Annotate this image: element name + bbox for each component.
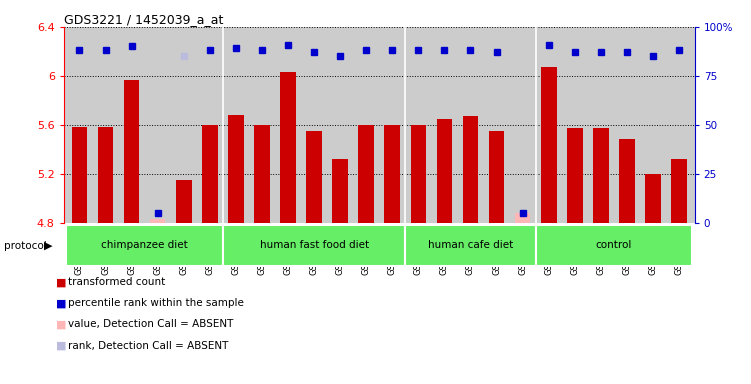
- Text: human cafe diet: human cafe diet: [428, 240, 513, 250]
- Bar: [228, 115, 244, 223]
- Text: human fast food diet: human fast food diet: [260, 240, 369, 250]
- Text: rank, Detection Call = ABSENT: rank, Detection Call = ABSENT: [68, 341, 228, 351]
- Text: ■: ■: [56, 341, 67, 351]
- Bar: [567, 129, 583, 223]
- Bar: [463, 116, 478, 223]
- Text: ▶: ▶: [44, 241, 52, 251]
- Bar: [619, 139, 635, 223]
- Bar: [202, 125, 218, 223]
- Bar: [280, 72, 296, 223]
- Bar: [150, 219, 165, 223]
- Text: protocol: protocol: [4, 241, 47, 251]
- Text: GDS3221 / 1452039_a_at: GDS3221 / 1452039_a_at: [64, 13, 223, 26]
- Text: chimpanzee diet: chimpanzee diet: [101, 240, 188, 250]
- Bar: [535, 225, 692, 266]
- Bar: [541, 67, 556, 223]
- Bar: [411, 125, 426, 223]
- Bar: [176, 180, 192, 223]
- Text: ■: ■: [56, 277, 67, 287]
- Text: ■: ■: [56, 298, 67, 308]
- Bar: [98, 127, 113, 223]
- Text: percentile rank within the sample: percentile rank within the sample: [68, 298, 243, 308]
- Bar: [254, 125, 270, 223]
- Bar: [385, 125, 400, 223]
- Text: transformed count: transformed count: [68, 277, 164, 287]
- Bar: [358, 125, 374, 223]
- Bar: [489, 131, 505, 223]
- Bar: [406, 225, 535, 266]
- Bar: [645, 174, 661, 223]
- Bar: [66, 225, 223, 266]
- Bar: [436, 119, 452, 223]
- Bar: [306, 131, 322, 223]
- Bar: [514, 213, 530, 223]
- Bar: [671, 159, 687, 223]
- Bar: [71, 127, 87, 223]
- Bar: [333, 159, 348, 223]
- Bar: [593, 129, 608, 223]
- Text: value, Detection Call = ABSENT: value, Detection Call = ABSENT: [68, 319, 233, 329]
- Text: ■: ■: [56, 319, 67, 329]
- Bar: [223, 225, 406, 266]
- Text: control: control: [596, 240, 632, 250]
- Bar: [124, 79, 140, 223]
